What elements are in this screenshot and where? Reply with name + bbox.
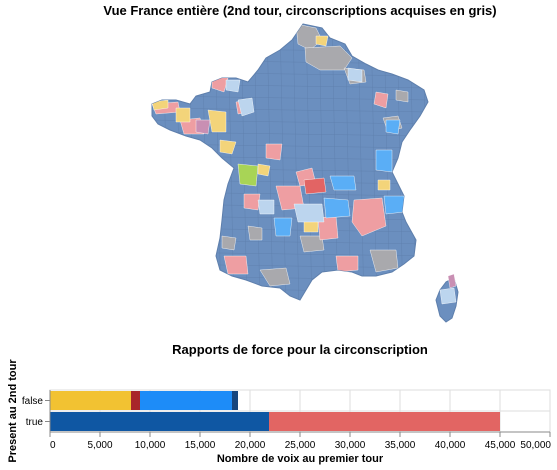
constituency[interactable] <box>377 179 391 191</box>
x-tick-label: 15,000 <box>185 440 216 451</box>
constituency[interactable] <box>259 267 291 287</box>
constituency[interactable] <box>207 109 227 133</box>
constituency[interactable] <box>369 249 399 273</box>
constituency[interactable] <box>257 163 271 177</box>
constituency[interactable] <box>243 193 261 211</box>
constituency-border <box>266 24 274 300</box>
constituency[interactable] <box>304 45 353 71</box>
constituency[interactable] <box>265 143 283 161</box>
constituency[interactable] <box>237 163 259 187</box>
y-tick-label: true <box>26 417 44 428</box>
constituency[interactable] <box>351 197 387 237</box>
constituency[interactable] <box>152 99 169 111</box>
x-tick-label: 0 <box>50 440 56 451</box>
bar-segment[interactable] <box>50 391 131 410</box>
constituency[interactable] <box>225 79 241 93</box>
constituency[interactable] <box>439 287 457 305</box>
chart-title: Rapports de force pour la circonscriptio… <box>172 342 428 357</box>
bar-segment[interactable] <box>50 412 269 431</box>
x-tick-label: 10,000 <box>135 440 166 451</box>
x-tick-label: 20,000 <box>235 440 266 451</box>
constituency[interactable] <box>323 197 351 219</box>
constituency[interactable] <box>221 235 237 251</box>
constituency-layer[interactable] <box>150 20 430 310</box>
constituency[interactable] <box>447 273 457 289</box>
bar-segment[interactable] <box>269 412 500 431</box>
x-tick-label: 50,000 <box>520 440 551 451</box>
constituency-border <box>152 107 428 113</box>
x-tick-label: 35,000 <box>385 440 416 451</box>
constituency[interactable] <box>315 35 329 47</box>
y-tick-label: false <box>22 396 44 407</box>
x-axis-title: Nombre de voix au premier tour <box>217 453 384 465</box>
map-regions[interactable] <box>150 20 459 323</box>
constituency[interactable] <box>237 97 255 117</box>
constituency[interactable] <box>347 67 363 83</box>
map-title: Vue France entière (2nd tour, circonscri… <box>103 3 497 18</box>
x-tick-label: 25,000 <box>285 440 316 451</box>
x-tick-label: 30,000 <box>335 440 366 451</box>
constituency[interactable] <box>247 225 263 241</box>
x-tick-label: 40,000 <box>435 440 466 451</box>
constituency-border <box>292 24 300 300</box>
constituency[interactable] <box>257 199 275 215</box>
constituency[interactable] <box>299 235 325 253</box>
constituency-border <box>305 24 313 300</box>
constituency[interactable] <box>335 255 359 273</box>
constituency[interactable] <box>373 91 389 109</box>
constituency[interactable] <box>329 175 357 191</box>
constituency-border <box>357 24 365 300</box>
constituency-border <box>279 24 287 300</box>
constituency[interactable] <box>195 119 211 135</box>
x-tick-label: 5,000 <box>87 440 112 451</box>
constituency[interactable] <box>223 255 249 275</box>
constituency[interactable] <box>293 203 325 223</box>
constituency[interactable] <box>385 119 401 135</box>
constituency[interactable] <box>375 149 393 173</box>
constituency[interactable] <box>175 107 191 123</box>
france-map[interactable] <box>0 0 557 335</box>
constituency[interactable] <box>395 89 409 103</box>
bar-segment[interactable] <box>131 391 140 410</box>
bar-segment[interactable] <box>232 391 238 410</box>
constituency[interactable] <box>273 217 293 237</box>
constituency[interactable] <box>219 139 237 155</box>
constituency[interactable] <box>295 24 323 51</box>
constituency[interactable] <box>303 177 327 195</box>
bar-segment[interactable] <box>140 391 232 410</box>
x-tick-label: 45,000 <box>485 440 516 451</box>
y-axis-title: Present au 2nd tour <box>7 359 19 463</box>
